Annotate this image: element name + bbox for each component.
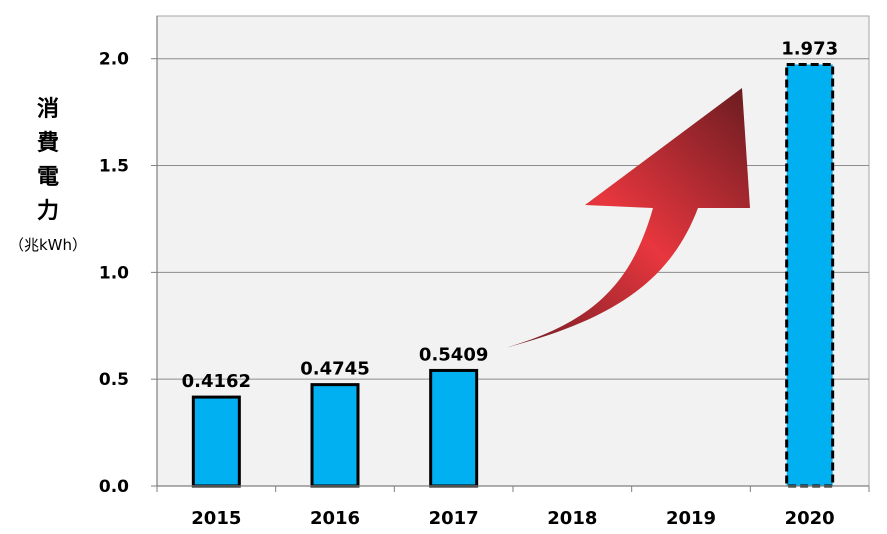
x-tick-label: 2019 [666,508,716,529]
bar [191,395,241,488]
y-tick-label: 2.0 [99,50,129,70]
data-labels: 0.4162 0.4745 0.5409 1.973 [182,38,839,392]
bar [310,383,360,488]
plot-area [156,15,870,487]
grid-lines [157,58,869,380]
data-label: 1.973 [781,38,838,59]
x-axis-ticks [156,486,870,492]
growth-arrow [505,88,750,348]
y-tick-label: 0.0 [99,477,129,497]
data-label: 0.5409 [419,344,488,365]
y-tick-label: 1.0 [99,263,129,283]
x-tick-label: 2015 [191,508,241,529]
x-tick-label: 2018 [547,508,597,529]
svg-text:消費電力: 消費電力 [37,97,59,224]
y-axis-title: 消費電力 （兆kWh） [9,97,87,254]
y-tick-label: 0.5 [99,370,129,390]
data-label: 0.4745 [300,359,369,380]
x-tick-label: 2016 [310,508,360,529]
x-tick-label: 2020 [785,508,835,529]
bar [785,62,835,488]
data-label: 0.4162 [182,371,251,392]
category-labels: 2015 2016 2017 2018 2019 2020 [191,508,834,529]
y-axis-ticks: 0.0 0.5 1.0 1.5 2.0 [99,50,157,497]
bar [429,368,479,488]
y-axis-unit: （兆kWh） [9,236,87,254]
x-tick-label: 2017 [429,508,479,529]
y-tick-label: 1.5 [99,157,129,177]
